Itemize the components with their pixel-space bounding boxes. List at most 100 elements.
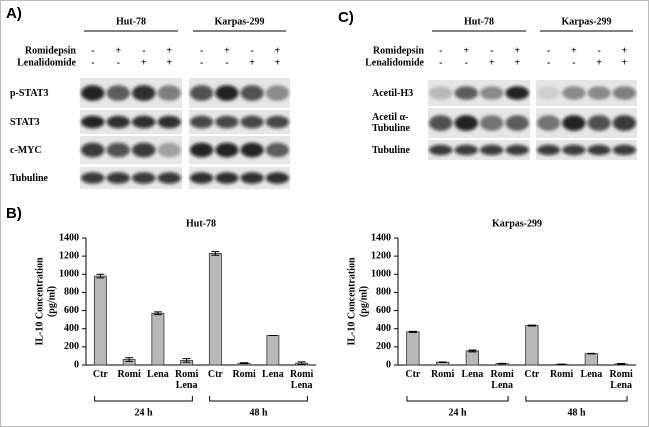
y-tick-label: 1000 bbox=[59, 269, 79, 280]
x-tick-label-box: Romi bbox=[550, 369, 573, 380]
blot-band bbox=[81, 142, 105, 158]
x-tick-label-box: Romi bbox=[232, 369, 255, 380]
blot-band bbox=[106, 172, 130, 184]
treatment-sign: + bbox=[622, 45, 628, 56]
protein-label: p-STAT3 bbox=[10, 87, 49, 99]
treatment-sign: + bbox=[489, 57, 495, 68]
group-bracket bbox=[525, 396, 628, 402]
error-bar bbox=[438, 361, 447, 364]
x-tick-label: Romi Lena bbox=[609, 369, 633, 391]
blot-band bbox=[612, 144, 636, 156]
treatment-sign: - bbox=[225, 57, 228, 68]
blot-band bbox=[157, 172, 181, 184]
chart-title: Hut-78 bbox=[186, 218, 216, 229]
blot-band bbox=[106, 142, 130, 158]
treatment-sign: - bbox=[490, 45, 493, 56]
blot-band bbox=[537, 115, 561, 131]
treatment-sign: - bbox=[439, 45, 442, 56]
blot-band bbox=[480, 86, 504, 100]
panel-label: B) bbox=[6, 205, 22, 222]
blot-band bbox=[215, 85, 239, 101]
blot-strip bbox=[189, 167, 290, 189]
blot-band bbox=[81, 115, 105, 129]
error-bar bbox=[297, 361, 306, 366]
blot-band bbox=[240, 85, 264, 101]
blot-strip bbox=[80, 167, 182, 189]
x-tick-label-box: Ctr bbox=[405, 369, 420, 380]
treatment-sign: + bbox=[115, 45, 121, 56]
x-tick-label: Lena bbox=[262, 369, 284, 380]
x-tick-label-box: Romi Lena bbox=[609, 369, 633, 391]
protein-label: STAT3 bbox=[10, 116, 40, 128]
y-axis-label: IL-10 Concentration bbox=[346, 257, 357, 345]
x-tick-label-box: Lena bbox=[462, 369, 484, 380]
blot-band bbox=[454, 144, 478, 156]
blot-band bbox=[537, 144, 561, 156]
blot-band bbox=[215, 115, 239, 129]
group-bracket bbox=[209, 396, 308, 402]
treatment-sign: + bbox=[622, 57, 628, 68]
y-tick-label: 1200 bbox=[59, 250, 79, 261]
cell-line-label: Karpas-299 bbox=[215, 16, 265, 27]
blot-band bbox=[132, 85, 156, 101]
blot-band bbox=[480, 115, 504, 131]
blot-band bbox=[612, 86, 636, 100]
treatment-sign: - bbox=[547, 57, 550, 68]
blot-band bbox=[429, 115, 453, 131]
treatment-sign: + bbox=[166, 57, 172, 68]
treatment-sign: + bbox=[249, 57, 255, 68]
blot-band bbox=[612, 115, 636, 131]
bar bbox=[406, 331, 420, 366]
blot-band bbox=[240, 142, 264, 158]
blot-band bbox=[505, 86, 529, 100]
treatment-sign: + bbox=[596, 57, 602, 68]
treatment-sign: - bbox=[572, 57, 575, 68]
x-tick-label-box: Lena bbox=[581, 369, 603, 380]
cell-line-label: Hut-78 bbox=[116, 16, 146, 27]
treatment-sign: + bbox=[571, 45, 577, 56]
error-bar bbox=[587, 352, 596, 355]
group-bracket bbox=[406, 396, 509, 402]
x-tick-label: Romi Lena bbox=[490, 369, 514, 391]
bar bbox=[151, 312, 165, 366]
y-tick-label: 800 bbox=[64, 287, 79, 298]
treatment-sign: + bbox=[463, 45, 469, 56]
blot-band bbox=[454, 86, 478, 100]
bar bbox=[266, 335, 280, 366]
blot-band bbox=[587, 115, 611, 131]
y-axis-label: (pg/ml) bbox=[46, 286, 57, 317]
blot-band bbox=[587, 86, 611, 100]
treatment-sign: + bbox=[141, 57, 147, 68]
treatment-sign: - bbox=[200, 45, 203, 56]
x-tick-label-box: Romi bbox=[117, 369, 140, 380]
x-tick-label-box: Ctr bbox=[208, 369, 223, 380]
blot-band bbox=[81, 85, 105, 101]
treatment-sign: + bbox=[166, 45, 172, 56]
protein-label-box: Acetil α-Tubuline bbox=[372, 112, 410, 134]
blot-band bbox=[265, 142, 289, 158]
y-tick-label: 400 bbox=[376, 323, 391, 334]
treatment-sign: - bbox=[91, 45, 94, 56]
y-tick-label: 400 bbox=[64, 323, 79, 334]
blot-band bbox=[480, 144, 504, 156]
x-tick-label: Ctr bbox=[92, 369, 108, 380]
blot-band bbox=[562, 86, 586, 100]
error-bar bbox=[96, 273, 105, 279]
treatment-sign: - bbox=[465, 57, 468, 68]
protein-label: Acetil α-Tubuline bbox=[372, 112, 410, 134]
treatment-sign: + bbox=[275, 45, 281, 56]
error-bar bbox=[125, 357, 134, 362]
blot-band bbox=[265, 172, 289, 184]
panel-label: C) bbox=[338, 9, 354, 26]
y-tick-label: 1400 bbox=[59, 232, 79, 243]
treatment-label: Romidepsin bbox=[373, 45, 425, 56]
y-tick-label: 1400 bbox=[371, 232, 391, 243]
bar bbox=[93, 275, 107, 366]
bar bbox=[465, 350, 480, 366]
bar bbox=[525, 325, 539, 366]
x-tick-label: Romi bbox=[430, 369, 455, 380]
x-tick-label-box: Ctr bbox=[92, 369, 108, 380]
y-tick-label: 600 bbox=[376, 305, 391, 316]
treatment-sign: - bbox=[200, 57, 203, 68]
